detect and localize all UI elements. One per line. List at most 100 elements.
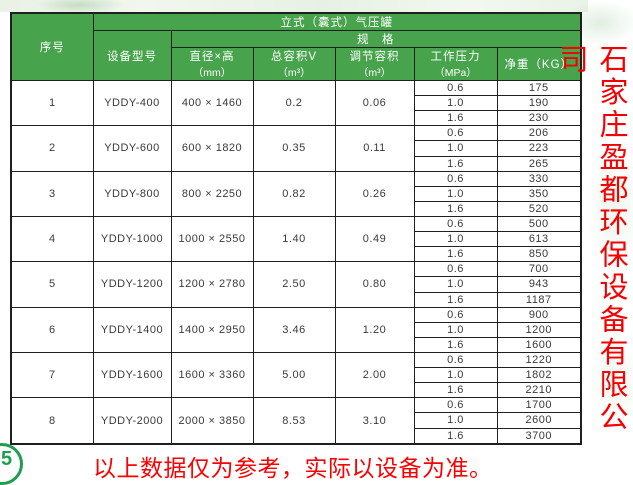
header-spec-group: 规 格 bbox=[170, 30, 582, 48]
table-row: 1.6 230 bbox=[11, 110, 582, 127]
cell-adjust-volume: 0.26 bbox=[334, 170, 415, 217]
header-size-unit: （mm） bbox=[192, 67, 232, 79]
cell-serial: 5 bbox=[10, 261, 94, 308]
spec-table: 序号 立式（囊式）气压罐 设备型号 规 格 直径×高 （mm） 总容积V （m³） … bbox=[10, 12, 582, 445]
header-size: 直径×高 （mm） bbox=[170, 47, 254, 81]
cell-adjust-volume: 1.20 bbox=[334, 306, 415, 353]
cell-size: 1000 × 2550 bbox=[170, 215, 254, 263]
cell-pressure: 0.6 bbox=[413, 397, 498, 414]
cell-pressure: 1.6 bbox=[413, 382, 498, 399]
cell-serial: 2 bbox=[10, 125, 94, 172]
header-pressure-unit: （MPa） bbox=[434, 67, 477, 79]
cell-pressure: 0.6 bbox=[413, 306, 498, 323]
cell-size: 600 × 1820 bbox=[170, 125, 254, 172]
cell-weight: 1700 bbox=[496, 397, 582, 414]
cell-weight: 223 bbox=[496, 140, 582, 157]
table-row: 7 YDDY-1600 1600 × 3360 5.00 2.00 0.6 1220 bbox=[10, 351, 582, 399]
cell-weight: 900 bbox=[496, 306, 582, 323]
cell-total-volume: 1.40 bbox=[252, 215, 336, 263]
table-row: 1.0 613 bbox=[11, 231, 582, 248]
cell-weight: 2600 bbox=[496, 412, 582, 429]
cell-weight: 265 bbox=[496, 155, 582, 172]
cell-model: YDDY-800 bbox=[92, 170, 172, 217]
table-row: 8 YDDY-2000 2000 × 3850 8.53 3.10 0.6 1700 bbox=[10, 397, 582, 445]
cell-weight: 190 bbox=[496, 95, 582, 112]
table-row: 1.0 943 bbox=[11, 276, 582, 293]
table-row: 5 YDDY-1200 1200 × 2780 2.50 0.80 0.6 700 bbox=[10, 261, 582, 308]
header-total-volume-label: 总容积V bbox=[270, 51, 318, 63]
table-row: 2 YDDY-600 600 × 1820 0.35 0.11 0.6 206 bbox=[10, 125, 582, 172]
cell-pressure: 1.6 bbox=[413, 336, 498, 353]
table-row: 1.0 350 bbox=[11, 185, 582, 202]
cell-weight: 206 bbox=[496, 125, 582, 142]
cell-total-volume: 5.00 bbox=[252, 351, 336, 399]
cell-pressure: 1.6 bbox=[413, 246, 498, 263]
cell-pressure: 1.0 bbox=[413, 367, 498, 384]
cell-model: YDDY-400 bbox=[92, 79, 172, 127]
cell-pressure: 1.0 bbox=[413, 95, 498, 112]
cell-pressure: 0.6 bbox=[413, 215, 498, 233]
cell-pressure: 1.6 bbox=[413, 427, 498, 445]
cell-pressure: 1.0 bbox=[413, 412, 498, 429]
cell-size: 800 × 2250 bbox=[170, 170, 254, 217]
cell-total-volume: 8.53 bbox=[252, 397, 336, 445]
cell-adjust-volume: 2.00 bbox=[334, 351, 415, 399]
header-pressure: 工作压力 （MPa） bbox=[413, 47, 498, 81]
header-size-label: 直径×高 bbox=[189, 51, 235, 63]
cell-weight: 330 bbox=[496, 170, 582, 187]
spec-table-header: 序号 立式（囊式）气压罐 设备型号 规 格 直径×高 （mm） 总容积V （m³） … bbox=[10, 12, 582, 81]
table-row: 1.6 3700 bbox=[11, 427, 582, 445]
cell-weight: 520 bbox=[496, 200, 582, 217]
cell-model: YDDY-1400 bbox=[92, 306, 172, 353]
cell-size: 1600 × 3360 bbox=[170, 351, 254, 399]
header-adjust-volume-unit: （m³） bbox=[357, 67, 392, 79]
cell-total-volume: 0.82 bbox=[252, 170, 336, 217]
cell-adjust-volume: 3.10 bbox=[334, 397, 415, 445]
cell-pressure: 1.0 bbox=[413, 321, 498, 338]
table-row: 3 YDDY-800 800 × 2250 0.82 0.26 0.6 330 bbox=[10, 170, 582, 217]
header-serial: 序号 bbox=[10, 12, 94, 81]
table-row: 1.0 2600 bbox=[11, 412, 582, 429]
cell-weight: 2210 bbox=[496, 382, 582, 399]
cell-weight: 850 bbox=[496, 246, 582, 263]
disclaimer-text: 以上数据仅为参考，实际以设备为准。 bbox=[93, 455, 493, 481]
cell-weight: 350 bbox=[496, 185, 582, 202]
cell-weight: 1600 bbox=[496, 336, 582, 353]
cell-pressure: 0.6 bbox=[413, 170, 498, 187]
cell-serial: 1 bbox=[10, 79, 94, 127]
table-row: 1.0 190 bbox=[11, 95, 582, 112]
cell-size: 1200 × 2780 bbox=[170, 261, 254, 308]
cell-total-volume: 0.2 bbox=[252, 79, 336, 127]
cell-pressure: 0.6 bbox=[413, 261, 498, 278]
cell-weight: 175 bbox=[496, 79, 582, 97]
table-title: 立式（囊式）气压罐 bbox=[92, 12, 582, 31]
cell-size: 1400 × 2950 bbox=[170, 306, 254, 353]
table-row: 1.0 223 bbox=[11, 140, 582, 157]
cell-weight: 943 bbox=[496, 276, 582, 293]
cell-weight: 1802 bbox=[496, 367, 582, 384]
cell-adjust-volume: 0.49 bbox=[334, 215, 415, 263]
header-model: 设备型号 bbox=[92, 30, 172, 81]
cell-pressure: 0.6 bbox=[413, 125, 498, 142]
cell-pressure: 1.0 bbox=[413, 185, 498, 202]
cell-weight: 700 bbox=[496, 261, 582, 278]
cell-serial: 3 bbox=[10, 170, 94, 217]
cell-total-volume: 2.50 bbox=[252, 261, 336, 308]
cell-model: YDDY-1000 bbox=[92, 215, 172, 263]
cell-weight: 3700 bbox=[496, 427, 582, 445]
cell-size: 400 × 1460 bbox=[170, 79, 254, 127]
cell-model: YDDY-600 bbox=[92, 125, 172, 172]
cell-adjust-volume: 0.80 bbox=[334, 261, 415, 308]
table-row: 1 YDDY-400 400 × 1460 0.2 0.06 0.6 175 bbox=[10, 79, 582, 127]
header-adjust-volume-label: 调节容积 bbox=[349, 51, 400, 63]
header-total-volume: 总容积V （m³） bbox=[252, 47, 336, 81]
table-row: 6 YDDY-1400 1400 × 2950 3.46 1.20 0.6 900 bbox=[10, 306, 582, 353]
cell-weight: 500 bbox=[496, 215, 582, 233]
cell-size: 2000 × 3850 bbox=[170, 397, 254, 445]
cell-weight: 1200 bbox=[496, 321, 582, 338]
partial-logo-text: 5 bbox=[1, 448, 13, 470]
cell-total-volume: 3.46 bbox=[252, 306, 336, 353]
header-weight: 净重（KG） bbox=[496, 47, 582, 81]
table-row: 1.6 520 bbox=[11, 200, 582, 217]
